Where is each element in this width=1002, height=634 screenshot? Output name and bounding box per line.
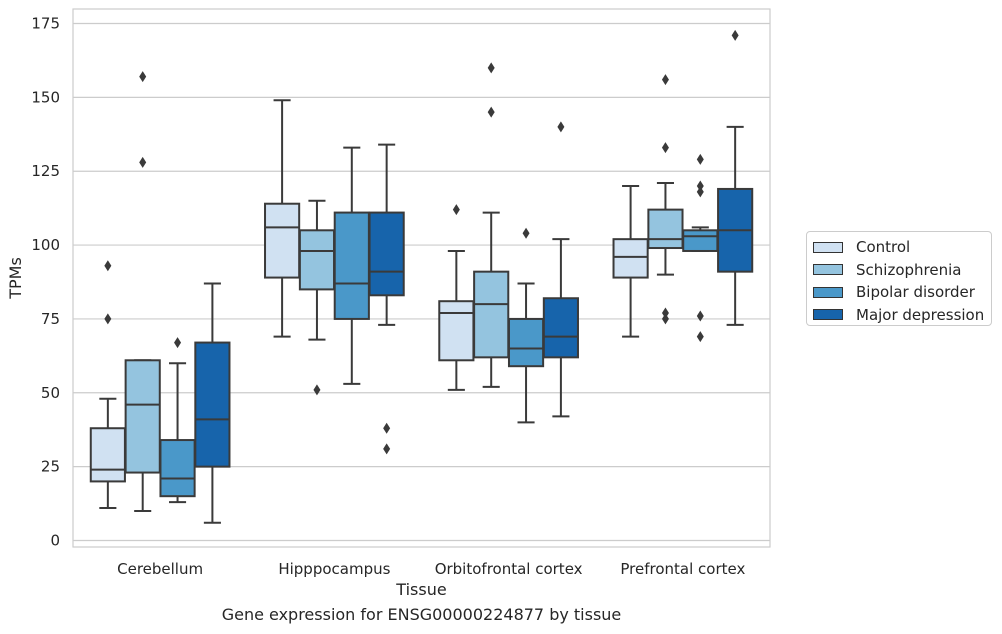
legend-item: Schizophrenia (813, 259, 991, 282)
box (507, 317, 545, 368)
box-group (542, 121, 579, 418)
outlier-point (383, 443, 391, 455)
outlier-point (696, 186, 704, 198)
y-tick-label: 125 (31, 162, 60, 180)
x-axis-label: Tissue (395, 580, 446, 599)
box-groups (89, 29, 754, 524)
outlier-point (313, 384, 321, 396)
box (368, 211, 405, 297)
outlier-point (174, 337, 182, 349)
legend-swatch (813, 264, 843, 276)
outlier-point (487, 62, 495, 74)
x-tick-label: Hipppocampus (278, 560, 390, 578)
y-tick-label: 25 (41, 458, 60, 476)
box-group (438, 204, 475, 391)
x-tick-label: Prefrontal cortex (620, 560, 745, 578)
outlier-point (696, 331, 704, 343)
plot-frame (72, 8, 771, 548)
outlier-point (487, 106, 495, 118)
box-group (647, 74, 684, 325)
outlier-point (139, 156, 147, 168)
y-axis-ticks: 0 25 50 75 100 125 150 175 (31, 15, 60, 550)
legend-label: Bipolar disorder (856, 283, 975, 302)
box (438, 300, 475, 362)
legend-label: Control (856, 238, 911, 257)
box-group (159, 337, 196, 504)
legend: Control Schizophrenia Bipolar disorder Majo… (806, 231, 992, 326)
box-group (612, 184, 649, 338)
legend-label: Schizophrenia (856, 260, 962, 279)
outlier-point (731, 29, 739, 41)
outlier-point (383, 422, 391, 434)
outlier-point (661, 307, 669, 319)
box-group (194, 282, 231, 524)
y-tick-label: 175 (31, 15, 60, 33)
box (473, 270, 510, 359)
box-group (298, 199, 336, 396)
legend-item: Bipolar disorder (813, 281, 991, 304)
outlier-point (452, 204, 460, 216)
y-tick-label: 50 (41, 384, 60, 402)
outlier-point (661, 74, 669, 86)
y-tick-label: 0 (50, 532, 60, 550)
box (682, 229, 719, 252)
box-group (333, 146, 370, 385)
legend-item: Major depression (813, 304, 991, 327)
outlier-point (557, 121, 565, 133)
legend-swatch (813, 241, 843, 253)
legend-swatch (813, 286, 843, 298)
outlier-point (104, 313, 112, 325)
y-axis-label: TPMs (6, 257, 25, 300)
box (159, 439, 196, 498)
outlier-point (139, 71, 147, 83)
box (542, 297, 579, 359)
box-group (89, 260, 126, 510)
box-group (368, 143, 405, 455)
box (298, 229, 336, 291)
box (264, 202, 301, 279)
outlier-point (696, 153, 704, 165)
box-group (124, 71, 161, 512)
legend-item: Control (813, 236, 991, 259)
box (647, 208, 684, 250)
box-group (507, 227, 545, 424)
y-tick-label: 100 (31, 236, 60, 254)
legend-swatch (813, 309, 843, 321)
y-tick-label: 75 (41, 310, 60, 328)
legend-label: Major depression (856, 305, 985, 324)
box-group (264, 99, 301, 338)
chart-caption: Gene expression for ENSG00000224877 by t… (221, 605, 622, 624)
outlier-point (104, 260, 112, 272)
outlier-point (696, 310, 704, 322)
x-tick-label: Orbitofrontal cortex (435, 560, 583, 578)
outlier-point (661, 313, 669, 325)
box-group (717, 29, 754, 326)
x-tick-label: Cerebellum (117, 560, 203, 578)
box-group (682, 153, 719, 343)
outlier-point (522, 227, 530, 239)
box (333, 211, 370, 320)
y-tick-label: 150 (31, 88, 60, 106)
box (124, 359, 161, 474)
x-axis-ticks: Cerebellum Hipppocampus Orbitofrontal cort… (117, 560, 745, 578)
box (89, 427, 126, 483)
outlier-point (661, 142, 669, 154)
box-group (473, 62, 510, 388)
outlier-point (696, 180, 704, 192)
box (612, 238, 649, 279)
box (194, 341, 231, 468)
